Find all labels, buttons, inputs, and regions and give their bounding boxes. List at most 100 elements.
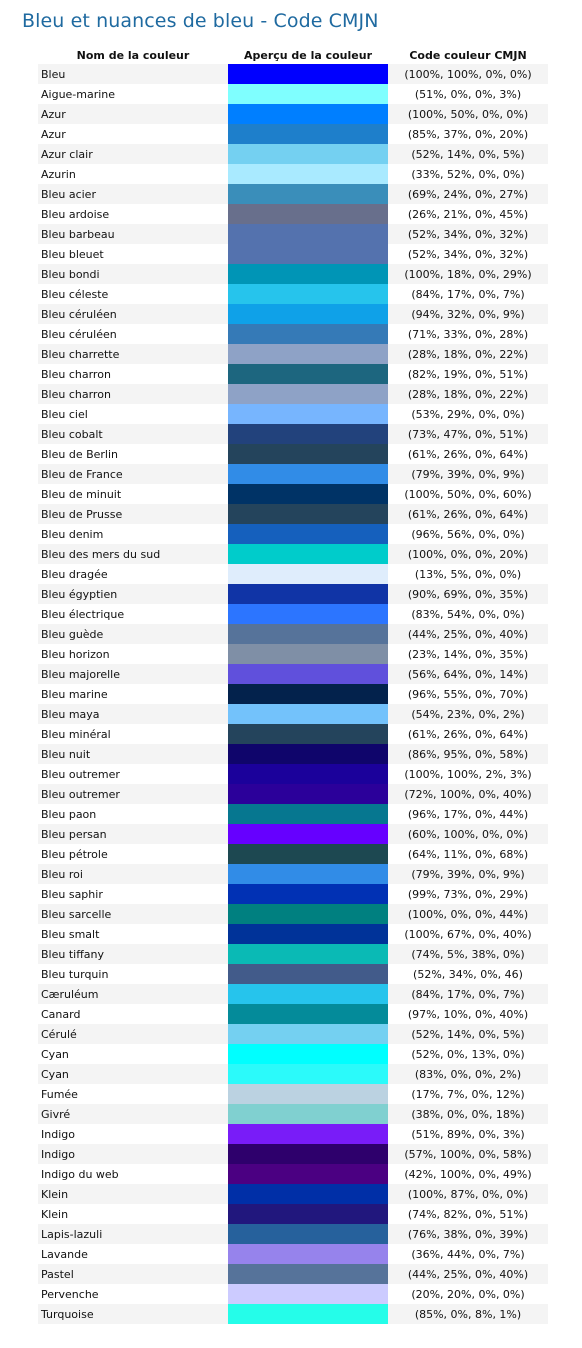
color-name: Bleu céruléen xyxy=(38,304,228,324)
table-row: Bleu majorelle (56%, 64%, 0%, 14%) xyxy=(38,664,548,684)
color-name: Azur xyxy=(38,124,228,144)
color-name: Bleu charron xyxy=(38,364,228,384)
color-table: Nom de la couleur Aperçu de la couleur C… xyxy=(38,46,548,1324)
color-name: Bleu horizon xyxy=(38,644,228,664)
color-name: Bleu cobalt xyxy=(38,424,228,444)
color-swatch xyxy=(228,124,388,144)
color-swatch xyxy=(228,1204,388,1224)
color-swatch xyxy=(228,64,388,84)
color-name: Bleu de minuit xyxy=(38,484,228,504)
color-swatch xyxy=(228,764,388,784)
table-row: Bleu barbeau (52%, 34%, 0%, 32%) xyxy=(38,224,548,244)
cmyk-code: (100%, 50%, 0%, 60%) xyxy=(388,484,548,504)
cmyk-code: (64%, 11%, 0%, 68%) xyxy=(388,844,548,864)
cmyk-code: (44%, 25%, 0%, 40%) xyxy=(388,624,548,644)
color-name: Bleu outremer xyxy=(38,784,228,804)
color-swatch xyxy=(228,864,388,884)
color-name: Bleu turquin xyxy=(38,964,228,984)
color-swatch xyxy=(228,364,388,384)
color-swatch xyxy=(228,444,388,464)
color-swatch xyxy=(228,544,388,564)
cmyk-code: (96%, 55%, 0%, 70%) xyxy=(388,684,548,704)
color-swatch xyxy=(228,204,388,224)
header-cmyk-code: Code couleur CMJN xyxy=(409,48,527,62)
color-name: Cæruléum xyxy=(38,984,228,1004)
color-name: Canard xyxy=(38,1004,228,1024)
table-row: Klein (100%, 87%, 0%, 0%) xyxy=(38,1184,548,1204)
cmyk-code: (96%, 56%, 0%, 0%) xyxy=(388,524,548,544)
color-swatch xyxy=(228,704,388,724)
color-name: Cyan xyxy=(38,1064,228,1084)
cmyk-code: (85%, 0%, 8%, 1%) xyxy=(388,1304,548,1324)
color-name: Aigue-marine xyxy=(38,84,228,104)
color-swatch xyxy=(228,244,388,264)
color-name: Bleu xyxy=(38,64,228,84)
cmyk-code: (28%, 18%, 0%, 22%) xyxy=(388,344,548,364)
color-name: Bleu saphir xyxy=(38,884,228,904)
color-swatch xyxy=(228,724,388,744)
color-swatch xyxy=(228,524,388,544)
cmyk-code: (86%, 95%, 0%, 58%) xyxy=(388,744,548,764)
color-swatch xyxy=(228,904,388,924)
table-row: Bleu tiffany (74%, 5%, 38%, 0%) xyxy=(38,944,548,964)
color-swatch xyxy=(228,964,388,984)
color-swatch xyxy=(228,1244,388,1264)
color-swatch xyxy=(228,464,388,484)
table-row: Bleu ciel (53%, 29%, 0%, 0%) xyxy=(38,404,548,424)
cmyk-code: (74%, 5%, 38%, 0%) xyxy=(388,944,548,964)
color-name: Bleu nuit xyxy=(38,744,228,764)
color-name: Bleu paon xyxy=(38,804,228,824)
table-row: Bleu persan (60%, 100%, 0%, 0%) xyxy=(38,824,548,844)
color-swatch xyxy=(228,84,388,104)
color-name: Bleu de Berlin xyxy=(38,444,228,464)
color-name: Bleu maya xyxy=(38,704,228,724)
cmyk-code: (33%, 52%, 0%, 0%) xyxy=(388,164,548,184)
color-name: Azur clair xyxy=(38,144,228,164)
table-row: Cyan (52%, 0%, 13%, 0%) xyxy=(38,1044,548,1064)
color-name: Lapis-lazuli xyxy=(38,1224,228,1244)
table-row: Bleu maya (54%, 23%, 0%, 2%) xyxy=(38,704,548,724)
color-swatch xyxy=(228,224,388,244)
table-row: Bleu guède (44%, 25%, 0%, 40%) xyxy=(38,624,548,644)
color-name: Indigo xyxy=(38,1124,228,1144)
cmyk-code: (52%, 34%, 0%, 32%) xyxy=(388,224,548,244)
color-name: Azur xyxy=(38,104,228,124)
color-swatch xyxy=(228,1044,388,1064)
color-swatch xyxy=(228,604,388,624)
color-swatch xyxy=(228,564,388,584)
table-row: Bleu horizon (23%, 14%, 0%, 35%) xyxy=(38,644,548,664)
color-name: Indigo xyxy=(38,1144,228,1164)
cmyk-code: (84%, 17%, 0%, 7%) xyxy=(388,984,548,1004)
cmyk-code: (100%, 0%, 0%, 44%) xyxy=(388,904,548,924)
cmyk-code: (56%, 64%, 0%, 14%) xyxy=(388,664,548,684)
table-row: Bleu saphir (99%, 73%, 0%, 29%) xyxy=(38,884,548,904)
color-swatch xyxy=(228,1024,388,1044)
cmyk-code: (100%, 18%, 0%, 29%) xyxy=(388,264,548,284)
color-name: Bleu bleuet xyxy=(38,244,228,264)
table-row: Pastel (44%, 25%, 0%, 40%) xyxy=(38,1264,548,1284)
cmyk-code: (20%, 20%, 0%, 0%) xyxy=(388,1284,548,1304)
table-row: Bleu cobalt (73%, 47%, 0%, 51%) xyxy=(38,424,548,444)
color-name: Bleu bondi xyxy=(38,264,228,284)
table-row: Klein (74%, 82%, 0%, 51%) xyxy=(38,1204,548,1224)
color-name: Bleu de Prusse xyxy=(38,504,228,524)
color-name: Bleu pétrole xyxy=(38,844,228,864)
cmyk-code: (53%, 29%, 0%, 0%) xyxy=(388,404,548,424)
table-row: Bleu céruléen (71%, 33%, 0%, 28%) xyxy=(38,324,548,344)
table-row: Indigo (57%, 100%, 0%, 58%) xyxy=(38,1144,548,1164)
color-swatch xyxy=(228,584,388,604)
color-name: Cérulé xyxy=(38,1024,228,1044)
color-name: Bleu outremer xyxy=(38,764,228,784)
cmyk-code: (44%, 25%, 0%, 40%) xyxy=(388,1264,548,1284)
cmyk-code: (82%, 19%, 0%, 51%) xyxy=(388,364,548,384)
table-row: Azurin (33%, 52%, 0%, 0%) xyxy=(38,164,548,184)
cmyk-code: (100%, 67%, 0%, 40%) xyxy=(388,924,548,944)
cmyk-code: (100%, 87%, 0%, 0%) xyxy=(388,1184,548,1204)
table-body: Bleu (100%, 100%, 0%, 0%) Aigue-marine (51%… xyxy=(38,64,548,1324)
color-name: Bleu guède xyxy=(38,624,228,644)
table-row: Bleu roi (79%, 39%, 0%, 9%) xyxy=(38,864,548,884)
color-swatch xyxy=(228,944,388,964)
color-name: Pervenche xyxy=(38,1284,228,1304)
table-row: Azur (100%, 50%, 0%, 0%) xyxy=(38,104,548,124)
cmyk-code: (94%, 32%, 0%, 9%) xyxy=(388,304,548,324)
